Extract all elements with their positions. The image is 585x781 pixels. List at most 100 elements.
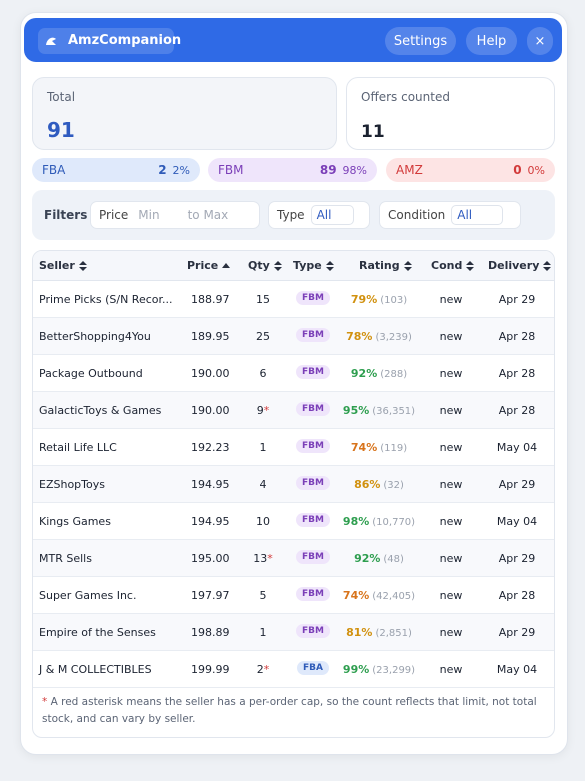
seller-name: Kings Games — [39, 515, 111, 528]
rating: 92% (288) — [351, 367, 407, 380]
condition: new — [439, 293, 463, 306]
condition-filter[interactable]: Condition All — [379, 201, 521, 229]
help-button[interactable]: Help — [466, 27, 517, 55]
channel-name: FBA — [42, 163, 66, 177]
condition: new — [439, 330, 463, 343]
sort-icon[interactable] — [543, 260, 552, 271]
price: 197.97 — [191, 589, 230, 602]
column-header[interactable]: Rating — [359, 259, 412, 272]
total-label: Total — [47, 90, 76, 104]
delivery: May 04 — [496, 515, 538, 528]
cap-marker: * — [263, 663, 270, 676]
rating-percent: 92% — [354, 552, 381, 565]
total-box: Total 91 — [32, 77, 337, 150]
qty: 1 — [260, 626, 267, 639]
sort-icon[interactable] — [403, 260, 412, 271]
price-label: Price — [99, 208, 129, 222]
table-row: Kings Games 194.95 10 FBM 98% (10,770) new May … — [33, 503, 554, 540]
rating: 99% (23,299) — [343, 663, 415, 676]
channel-count: 0 — [513, 163, 522, 177]
channel-count: 89 — [319, 163, 337, 177]
condition: new — [439, 552, 463, 565]
rating-percent: 98% — [342, 515, 370, 528]
max-input[interactable]: to Max — [187, 208, 229, 222]
type-tag: FBM — [296, 476, 330, 490]
condition-select[interactable]: All — [451, 205, 504, 225]
offers-value: 11 — [361, 122, 385, 142]
sort-icon[interactable] — [273, 260, 282, 271]
logo-icon — [46, 37, 56, 45]
rating-percent: 74% — [342, 589, 370, 602]
review-count: (42,405) — [372, 591, 416, 602]
price: 192.23 — [191, 441, 230, 454]
price-filter[interactable]: Price Min to Max — [90, 201, 260, 229]
condition-label: Condition — [388, 208, 446, 222]
column-title: Delivery — [488, 259, 540, 272]
sort-icon[interactable] — [222, 261, 231, 271]
column-header[interactable]: Qty — [248, 259, 282, 272]
delivery: May 04 — [496, 663, 538, 676]
price: 194.95 — [191, 478, 230, 491]
offers-label: Offers counted — [361, 90, 450, 104]
column-title: Qty — [248, 259, 270, 272]
delivery: May 04 — [496, 441, 538, 454]
table-header — [33, 251, 554, 281]
sort-icon[interactable] — [325, 260, 334, 271]
delivery: Apr 28 — [498, 404, 536, 417]
rating-percent: 92% — [350, 367, 378, 380]
review-count: (48) — [383, 554, 404, 565]
condition: new — [439, 626, 463, 639]
sort-icon[interactable] — [466, 260, 475, 271]
footnote: * A red asterisk means the seller has a … — [42, 694, 547, 728]
rating: 98% (10,770) — [343, 515, 415, 528]
qty: 1 — [260, 441, 267, 454]
table-row: MTR Sells 195.00 13* FBM 92% (48) new Apr 29 — [33, 540, 554, 577]
review-count: (23,299) — [372, 665, 416, 676]
seller-name: Retail Life LLC — [39, 441, 117, 454]
qty-value: 10 — [256, 515, 270, 528]
qty-value: 2 — [256, 663, 264, 676]
table-row: Empire of the Senses 198.89 1 FBM 81% (2,851)… — [33, 614, 554, 651]
seller-name: J & M COLLECTIBLES — [39, 663, 152, 676]
settings-button[interactable]: Settings — [385, 27, 456, 55]
type-filter[interactable]: Type All — [268, 201, 370, 229]
qty: 6 — [260, 367, 267, 380]
seller-name: MTR Sells — [39, 552, 92, 565]
column-header[interactable]: Type — [293, 259, 334, 272]
condition: new — [439, 367, 463, 380]
seller-name: BetterShopping4You — [39, 330, 151, 343]
column-header[interactable]: Cond — [431, 259, 475, 272]
type-tag: FBM — [296, 550, 330, 564]
delivery: Apr 29 — [498, 626, 536, 639]
seller-name: Empire of the Senses — [39, 626, 156, 639]
min-input[interactable]: Min — [138, 208, 160, 222]
rating-percent: 74% — [350, 441, 378, 454]
column-header[interactable]: Delivery — [488, 259, 552, 272]
close-button[interactable]: × — [527, 27, 553, 55]
type-tag: FBM — [296, 365, 330, 379]
rating: 95% (36,351) — [343, 404, 415, 417]
column-header[interactable]: Price — [187, 259, 231, 272]
column-title: Cond — [431, 259, 463, 272]
qty-value: 6 — [259, 367, 267, 380]
delivery: Apr 29 — [498, 293, 536, 306]
table-row: Super Games Inc. 197.97 5 FBM 74% (42,405) new… — [33, 577, 554, 614]
qty-value: 15 — [256, 293, 270, 306]
header-bar — [24, 18, 562, 62]
rating: 86% (32) — [354, 478, 404, 491]
rating: 81% (2,851) — [346, 626, 412, 639]
type-tag: FBM — [296, 513, 330, 527]
table-row: J & M COLLECTIBLES 199.99 2* FBA 99% (23,299)… — [33, 651, 554, 688]
price: 199.99 — [191, 663, 230, 676]
column-header[interactable]: Seller — [39, 259, 87, 272]
review-count: (10,770) — [372, 517, 416, 528]
delivery: Apr 28 — [498, 589, 536, 602]
rating-percent: 86% — [354, 478, 381, 491]
review-count: (36,351) — [372, 406, 416, 417]
channel-pill: AMZ 0 0% — [386, 158, 555, 182]
type-select[interactable]: All — [310, 205, 355, 225]
sort-icon[interactable] — [78, 260, 87, 271]
app-title: AmzCompanion — [68, 33, 182, 48]
review-count: (103) — [380, 295, 408, 306]
qty-value: 5 — [259, 589, 267, 602]
